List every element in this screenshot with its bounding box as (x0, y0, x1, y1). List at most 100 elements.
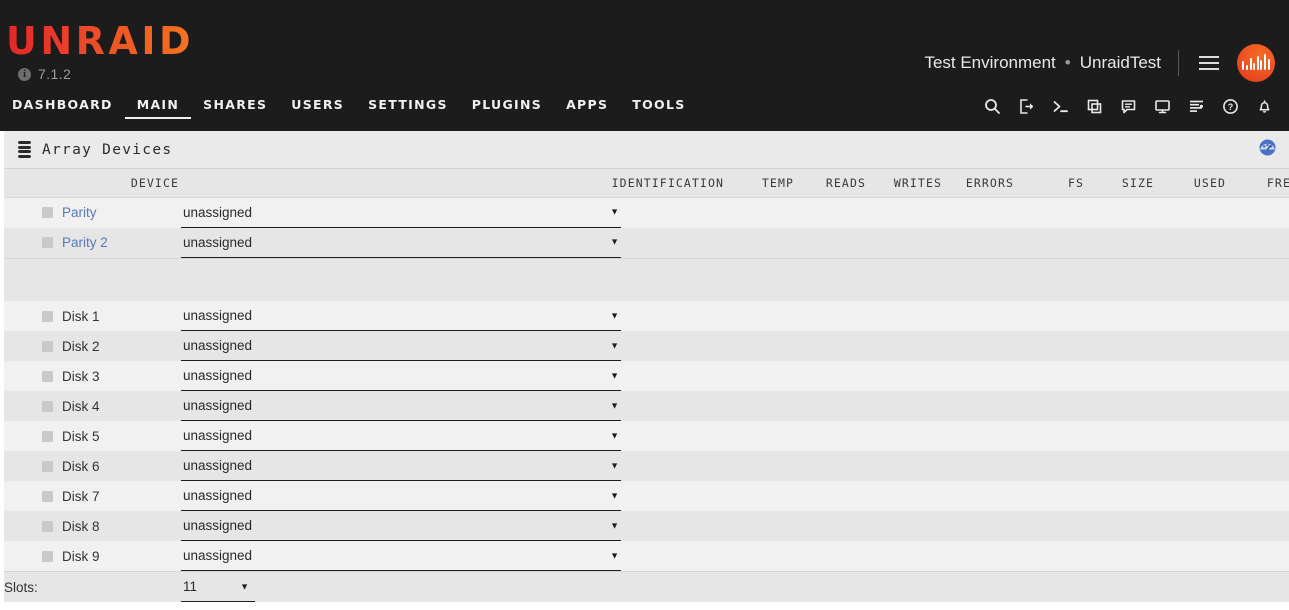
identification-select[interactable]: unassigned ▼ (181, 228, 621, 258)
cell-free (1226, 541, 1289, 572)
device-label: Disk 7 (62, 488, 100, 504)
notifications-bell-icon[interactable] (1247, 94, 1281, 118)
identification-select-value: unassigned (183, 234, 253, 250)
device-label: Disk 6 (62, 458, 100, 474)
nav-item-settings[interactable]: SETTINGS (368, 97, 448, 112)
table-row: Disk 7 unassigned ▼ (4, 481, 1289, 511)
cell-fs (1014, 301, 1084, 331)
slots-select[interactable]: 11 ▼ (181, 572, 255, 602)
cell-free (1226, 451, 1289, 481)
identification-select[interactable]: unassigned ▼ (181, 421, 621, 451)
nav-item-dashboard[interactable]: DASHBOARD (12, 97, 113, 112)
identification-select[interactable]: unassigned ▼ (181, 361, 621, 391)
cell-temp (724, 301, 794, 331)
identification-select[interactable]: unassigned ▼ (181, 331, 621, 361)
identification-select[interactable]: unassigned ▼ (181, 481, 621, 511)
device-cell: Disk 6 (4, 451, 179, 481)
nav-item-main[interactable]: MAIN (124, 97, 192, 119)
device-label[interactable]: Parity 2 (62, 235, 108, 250)
device-status-icon (42, 550, 53, 562)
nav-item-tools[interactable]: TOOLS (632, 97, 686, 112)
cell-size (1084, 227, 1154, 258)
header-divider (1178, 50, 1179, 76)
identification-select[interactable]: unassigned ▼ (181, 301, 621, 331)
cell-size (1084, 197, 1154, 228)
cell-free (1226, 481, 1289, 511)
table-row: Disk 1 unassigned ▼ (4, 301, 1289, 331)
chevron-down-icon: ▼ (610, 236, 619, 247)
cell-errors (942, 421, 1014, 451)
cell-temp (724, 541, 794, 572)
device-status-icon (42, 490, 53, 502)
chevron-down-icon: ▼ (610, 460, 619, 470)
speedometer-icon[interactable] (1258, 138, 1277, 162)
identification-select-value: unassigned (183, 518, 253, 533)
cell-fs (1014, 511, 1084, 541)
identification-cell: unassigned ▼ (179, 541, 724, 572)
hamburger-menu-icon[interactable] (1199, 56, 1219, 70)
identification-select[interactable]: unassigned ▼ (181, 451, 621, 481)
unraid-logo[interactable]: UNRAID (6, 19, 195, 63)
device-cell: Disk 8 (4, 511, 179, 541)
nav-item-users[interactable]: USERS (291, 97, 345, 112)
table-row: Disk 9 unassigned ▼ (4, 541, 1289, 572)
cell-writes (866, 227, 942, 258)
search-icon[interactable] (975, 94, 1009, 118)
cell-fs (1014, 331, 1084, 361)
identification-select[interactable]: unassigned ▼ (181, 541, 621, 571)
chat-icon[interactable] (1111, 94, 1145, 118)
cell-used (1154, 451, 1226, 481)
help-icon[interactable]: ? (1213, 94, 1247, 118)
cell-reads (794, 331, 866, 361)
cell-fs (1014, 361, 1084, 391)
slots-select-cell: 11 ▼ (179, 571, 1289, 602)
display-icon[interactable] (1145, 94, 1179, 118)
cell-reads (794, 227, 866, 258)
nav-item-plugins[interactable]: PLUGINS (471, 97, 543, 112)
cell-writes (866, 421, 942, 451)
cell-writes (866, 481, 942, 511)
chevron-down-icon: ▼ (610, 550, 619, 560)
logout-icon[interactable] (1009, 94, 1043, 118)
column-header-size: SIZE (1084, 169, 1154, 198)
identification-cell: unassigned ▼ (179, 451, 724, 481)
device-label: Disk 4 (62, 398, 100, 414)
slots-row: Slots: 11 ▼ (4, 571, 1289, 602)
nav-item-apps[interactable]: APPS (566, 97, 609, 112)
table-row: Disk 4 unassigned ▼ (4, 391, 1289, 421)
column-header-free: FREE (1226, 169, 1289, 198)
identification-select-value: unassigned (183, 368, 253, 383)
device-label[interactable]: Parity (62, 205, 97, 220)
identification-select[interactable]: unassigned ▼ (181, 391, 621, 421)
slots-select-value: 11 (183, 579, 198, 594)
log-icon[interactable] (1179, 94, 1213, 118)
table-row: Parity unassigned ▼ (4, 197, 1289, 228)
identification-select[interactable]: unassigned ▼ (181, 511, 621, 541)
cell-free (1226, 391, 1289, 421)
cell-size (1084, 391, 1154, 421)
cell-temp (724, 197, 794, 228)
copy-windows-icon[interactable] (1077, 94, 1111, 118)
terminal-icon[interactable] (1043, 94, 1077, 118)
cell-writes (866, 541, 942, 572)
device-label: Disk 5 (62, 428, 100, 444)
identification-select[interactable]: unassigned ▼ (181, 198, 621, 228)
table-footer: Slots: 11 ▼ (4, 571, 1289, 602)
device-cell: Disk 1 (4, 301, 179, 331)
identification-select-value: unassigned (183, 488, 253, 503)
cell-used (1154, 391, 1226, 421)
user-avatar-icon[interactable] (1237, 44, 1275, 82)
table-row: Parity 2 unassigned ▼ (4, 227, 1289, 258)
chevron-down-icon: ▼ (610, 490, 619, 500)
cell-reads (794, 541, 866, 572)
nav-item-shares[interactable]: SHARES (203, 97, 268, 112)
cell-temp (724, 421, 794, 451)
table-row: Disk 3 unassigned ▼ (4, 361, 1289, 391)
array-devices-panel: Array Devices DEVICE IDENTIFICATION TEMP… (4, 131, 1289, 602)
panel-header: Array Devices (4, 131, 1289, 169)
cell-fs (1014, 451, 1084, 481)
column-header-device: DEVICE (4, 169, 179, 198)
cell-used (1154, 541, 1226, 572)
table-row: Disk 8 unassigned ▼ (4, 511, 1289, 541)
identification-cell: unassigned ▼ (179, 391, 724, 421)
